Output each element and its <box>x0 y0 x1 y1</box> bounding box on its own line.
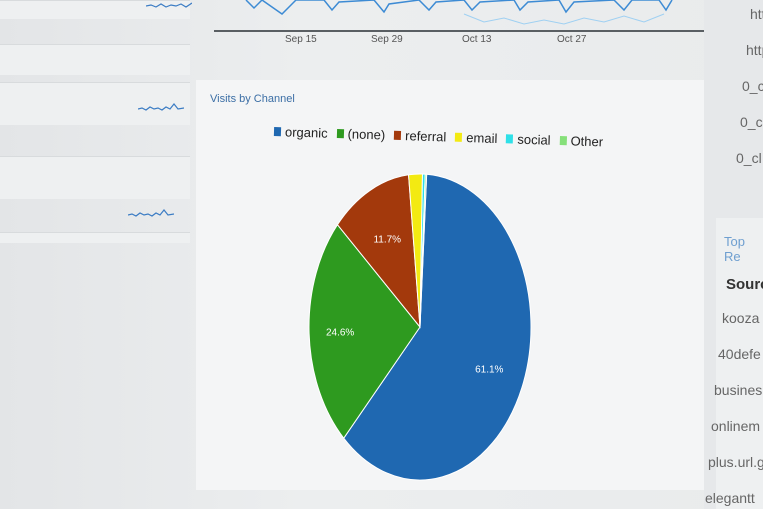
pie-slice-referral[interactable] <box>336 174 421 329</box>
source-row-5[interactable]: plus.url.g <box>708 454 763 470</box>
source-row-3[interactable]: busines <box>714 382 763 398</box>
left-card-5[interactable] <box>0 232 190 243</box>
left-card-3[interactable] <box>0 82 190 125</box>
right-row-2[interactable]: http <box>746 42 763 58</box>
timeline-tick-4: Oct 27 <box>557 34 587 45</box>
source-row-6[interactable]: elegantt <box>705 490 755 506</box>
pie-label-referral: 11.7% <box>373 234 401 245</box>
sparkline-3 <box>128 209 174 217</box>
source-row-2[interactable]: 40defe <box>718 346 761 362</box>
pie-label-none: 24.6% <box>326 327 354 338</box>
right-row-3[interactable]: 0_c <box>742 78 763 94</box>
source-column-header: Sourc <box>726 276 763 293</box>
timeline-tick-1: Sep 15 <box>285 34 317 45</box>
source-row-4[interactable]: onlinem <box>711 418 761 434</box>
timeline-chart <box>214 0 704 32</box>
right-row-1[interactable]: htt <box>750 6 763 22</box>
pie-label-organic: 61.1% <box>475 364 503 375</box>
pie-slice-none[interactable] <box>308 223 421 440</box>
source-row-1[interactable]: kooza <box>722 310 760 326</box>
timeline-tick-2: Sep 29 <box>371 34 403 45</box>
sparkline-2 <box>138 103 184 111</box>
timeline-line <box>245 0 673 25</box>
left-card-4[interactable] <box>0 156 190 199</box>
panel-title[interactable]: Visits by Channel <box>210 93 295 105</box>
right-row-5[interactable]: 0_cl <box>736 150 762 166</box>
left-card-2[interactable] <box>0 44 190 75</box>
sparkline-1 <box>146 2 192 8</box>
pie-slice-organic[interactable] <box>343 173 532 481</box>
timeline-tick-3: Oct 13 <box>462 34 492 45</box>
pie-slice-Other[interactable] <box>419 173 428 328</box>
top-referrals-title[interactable]: Top Re <box>724 234 745 264</box>
left-card-1[interactable] <box>0 0 190 19</box>
top-referrals-card <box>716 218 763 509</box>
right-row-4[interactable]: 0_c <box>740 114 763 130</box>
